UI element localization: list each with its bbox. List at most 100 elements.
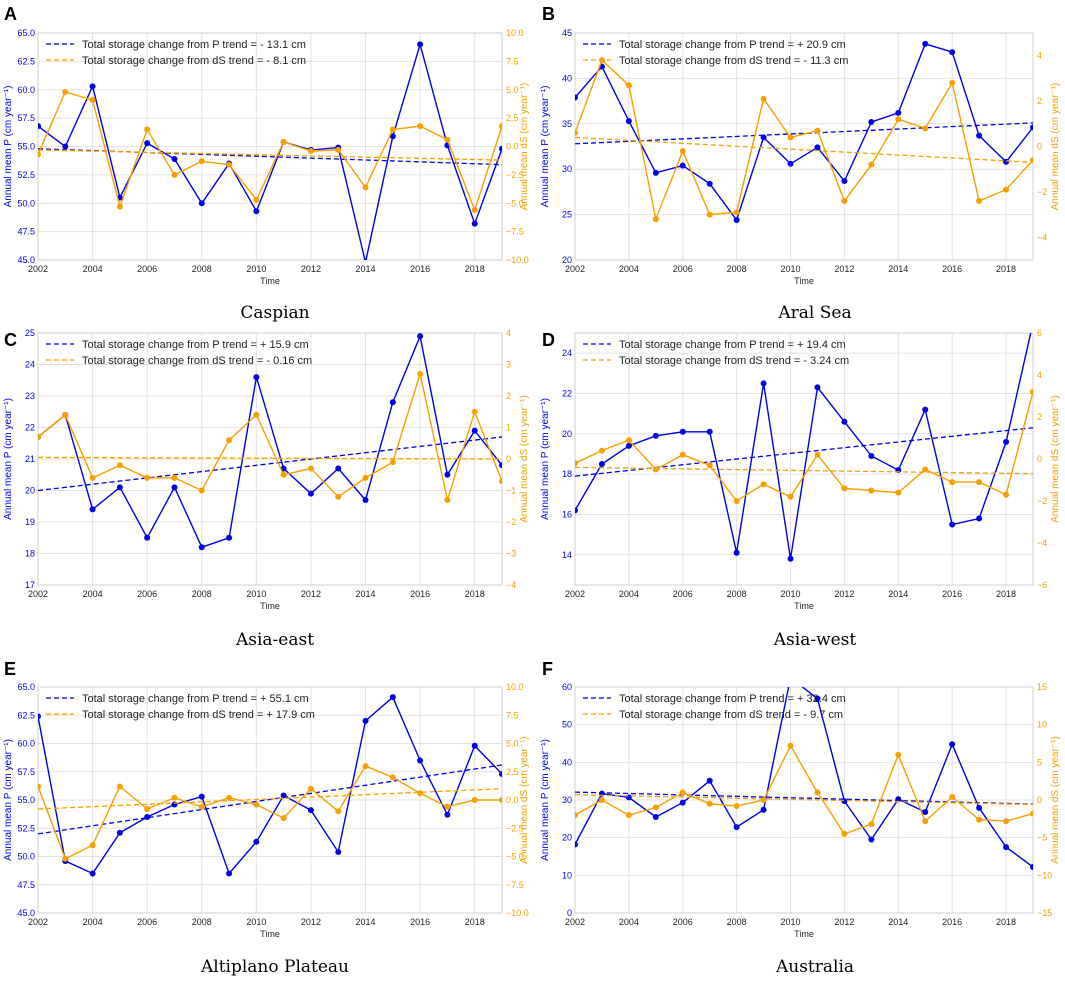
data-point-p xyxy=(144,813,151,820)
y-right-tick-label: −7.5 xyxy=(506,227,524,237)
data-point-p xyxy=(116,484,123,491)
y-left-tick-label: 57.5 xyxy=(17,113,35,123)
y-right-tick-label: −10.0 xyxy=(506,908,529,918)
y-right-tick-label: 0.0 xyxy=(506,142,519,152)
y-left-tick-label: 52.5 xyxy=(17,170,35,180)
y-left-tick-label: 50.0 xyxy=(17,852,35,862)
y-left-tick-label: 21 xyxy=(25,454,35,464)
y-right-tick-label: −2.5 xyxy=(506,170,524,180)
x-tick-label: 2014 xyxy=(356,264,376,274)
data-point-ds xyxy=(226,161,233,168)
data-point-p xyxy=(733,549,740,556)
data-point-p xyxy=(226,870,233,877)
y-left-tick-label: 25 xyxy=(25,328,35,338)
chart-panel-d: 2002 2004 2006 2008 2010 2012 2014 2016 20181416… xyxy=(540,320,1061,650)
panel-caption: Australia xyxy=(775,957,854,977)
data-point-ds xyxy=(575,129,578,136)
y-right-tick-label: 4 xyxy=(1037,370,1042,380)
data-point-ds xyxy=(949,793,956,800)
x-tick-label: 2006 xyxy=(137,589,157,599)
x-axis-label: Time xyxy=(260,601,280,611)
x-tick-label: 2018 xyxy=(996,264,1016,274)
y-right-tick-label: −5 xyxy=(1037,833,1047,843)
data-point-ds xyxy=(625,82,632,89)
trend-line-ds xyxy=(38,149,502,161)
y-left-tick-label: 18 xyxy=(562,469,572,479)
x-tick-label: 2002 xyxy=(28,264,48,274)
data-point-ds xyxy=(307,785,314,792)
data-point-ds xyxy=(868,821,875,828)
x-tick-label: 2008 xyxy=(192,917,212,927)
data-point-ds xyxy=(335,493,342,500)
data-point-ds xyxy=(976,816,983,823)
y-right-axis-label: Annual mean dS (cm year⁻¹) xyxy=(519,395,530,523)
plot-data xyxy=(575,40,1033,224)
data-point-ds xyxy=(895,751,902,758)
y-right-tick-label: 10 xyxy=(1037,720,1047,730)
data-point-ds xyxy=(1030,157,1033,164)
data-point-ds xyxy=(38,151,41,158)
data-point-p xyxy=(868,118,875,125)
panel-label: A xyxy=(4,4,17,24)
legend-ds-label: Total storage change from dS trend = - 1… xyxy=(619,55,848,67)
data-point-ds xyxy=(1003,186,1010,193)
y-right-tick-label: −10 xyxy=(1037,870,1052,880)
data-point-p xyxy=(417,757,424,764)
data-point-p xyxy=(335,848,342,855)
x-tick-label: 2012 xyxy=(834,264,854,274)
series-line-ds xyxy=(575,58,1033,222)
plot-data xyxy=(38,333,502,551)
plot-frame xyxy=(574,332,1034,586)
data-point-ds xyxy=(575,812,578,819)
y-left-axis-label: Annual mean P (cm year⁻¹) xyxy=(3,86,14,208)
chart-panel-a: 2002 2004 2006 2008 2010 2012 2014 2016 2018 45.0… xyxy=(3,4,530,323)
x-tick-label: 2008 xyxy=(727,264,747,274)
data-point-ds xyxy=(389,774,396,781)
y-right-tick-label: −2 xyxy=(1037,496,1047,506)
data-point-ds xyxy=(949,479,956,486)
data-point-ds xyxy=(171,794,178,801)
data-point-ds xyxy=(362,474,369,481)
x-tick-label: 2010 xyxy=(781,264,801,274)
chart-panel-b: 2002 2004 2006 2008 2010 2012 2014 2016 20182025… xyxy=(540,4,1061,323)
y-left-tick-label: 52.5 xyxy=(17,823,35,833)
data-point-p xyxy=(198,200,205,207)
data-point-ds xyxy=(895,489,902,496)
trend-line-p xyxy=(575,791,1033,805)
data-point-ds xyxy=(841,485,848,492)
y-left-tick-label: 18 xyxy=(25,549,35,559)
data-point-ds xyxy=(1003,491,1010,498)
data-point-ds xyxy=(787,493,794,500)
plot-frame xyxy=(37,332,503,586)
data-point-ds xyxy=(226,794,233,801)
y-left-tick-label: 14 xyxy=(562,550,572,560)
data-point-p xyxy=(144,140,151,147)
data-point-p xyxy=(575,841,578,848)
x-tick-label: 2002 xyxy=(565,589,585,599)
data-point-ds xyxy=(417,123,424,130)
panel-caption: Asia-east xyxy=(235,630,314,650)
x-tick-label: 2012 xyxy=(834,917,854,927)
series-line-p xyxy=(38,41,502,260)
data-point-ds xyxy=(38,433,41,440)
data-point-p xyxy=(471,427,478,434)
data-point-ds xyxy=(706,211,713,218)
x-tick-label: 2008 xyxy=(727,917,747,927)
data-point-ds xyxy=(198,803,205,810)
y-left-tick-label: 20 xyxy=(562,255,572,265)
data-point-p xyxy=(89,870,96,877)
legend: Total storage change from P trend = + 15… xyxy=(46,339,312,367)
data-point-p xyxy=(814,384,821,391)
data-point-p xyxy=(1030,320,1036,326)
plot-frame xyxy=(574,32,1034,261)
y-left-tick-label: 24 xyxy=(25,360,35,370)
data-point-ds xyxy=(471,207,478,214)
data-point-p xyxy=(389,694,396,701)
plot-data xyxy=(38,694,502,877)
data-point-p xyxy=(1030,124,1033,131)
panel-caption: Aral Sea xyxy=(777,303,851,323)
data-point-p xyxy=(625,442,632,449)
data-point-ds xyxy=(253,801,260,808)
data-point-p xyxy=(116,829,123,836)
data-point-p xyxy=(575,94,578,101)
